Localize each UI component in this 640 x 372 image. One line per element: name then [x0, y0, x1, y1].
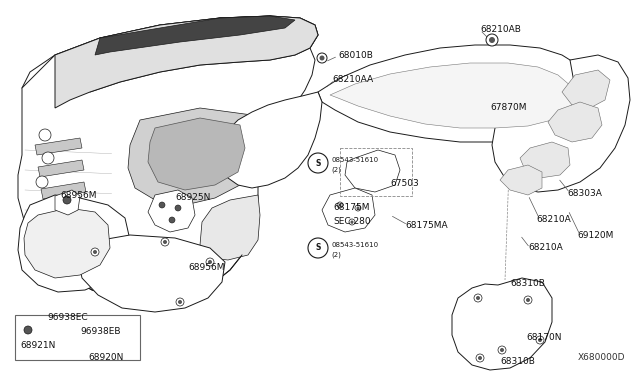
- Circle shape: [161, 238, 169, 246]
- Polygon shape: [148, 190, 195, 232]
- Text: S: S: [316, 158, 321, 167]
- Text: 67503: 67503: [390, 179, 419, 187]
- Circle shape: [317, 53, 327, 63]
- Polygon shape: [492, 55, 630, 192]
- Polygon shape: [562, 70, 610, 108]
- Text: 68956M: 68956M: [188, 263, 225, 273]
- Circle shape: [356, 206, 360, 209]
- Text: 68303A: 68303A: [567, 189, 602, 198]
- Polygon shape: [148, 118, 245, 190]
- Text: 68175MA: 68175MA: [405, 221, 447, 230]
- Text: SEC.280: SEC.280: [333, 217, 371, 225]
- Text: 68210AB: 68210AB: [480, 26, 521, 35]
- Text: 68956M: 68956M: [60, 190, 97, 199]
- Circle shape: [489, 37, 495, 43]
- Text: 96938EB: 96938EB: [80, 327, 120, 337]
- Polygon shape: [41, 182, 86, 199]
- Polygon shape: [95, 16, 295, 55]
- Circle shape: [42, 152, 54, 164]
- Circle shape: [208, 260, 212, 264]
- Circle shape: [349, 219, 355, 225]
- Text: 68921N: 68921N: [20, 340, 56, 350]
- Polygon shape: [200, 195, 260, 260]
- Polygon shape: [318, 45, 592, 142]
- Text: 68920N: 68920N: [88, 353, 124, 362]
- Text: 68175M: 68175M: [333, 203, 369, 212]
- Circle shape: [93, 250, 97, 254]
- Polygon shape: [548, 102, 602, 142]
- Circle shape: [498, 346, 506, 354]
- Circle shape: [536, 336, 544, 344]
- Circle shape: [355, 205, 361, 211]
- Text: 68310B: 68310B: [510, 279, 545, 288]
- Circle shape: [538, 338, 542, 342]
- Circle shape: [206, 258, 214, 266]
- Circle shape: [308, 153, 328, 173]
- Circle shape: [337, 202, 343, 208]
- Text: S: S: [316, 244, 321, 253]
- Circle shape: [159, 202, 165, 208]
- Text: 08543-51610: 08543-51610: [331, 242, 378, 248]
- Circle shape: [526, 298, 530, 302]
- Bar: [15, 315, 140, 360]
- Circle shape: [39, 129, 51, 141]
- Text: (2): (2): [331, 252, 341, 258]
- Polygon shape: [452, 278, 552, 370]
- Text: 68925N: 68925N: [175, 193, 211, 202]
- Circle shape: [308, 238, 328, 258]
- Text: 68310B: 68310B: [500, 357, 535, 366]
- Text: 68170N: 68170N: [526, 333, 561, 341]
- Text: 68210AA: 68210AA: [332, 76, 373, 84]
- Polygon shape: [78, 235, 225, 312]
- Text: 96938EC: 96938EC: [47, 314, 88, 323]
- Circle shape: [476, 354, 484, 362]
- Circle shape: [24, 326, 32, 334]
- Polygon shape: [500, 165, 542, 195]
- Bar: [340, 148, 412, 196]
- Circle shape: [339, 203, 342, 206]
- Circle shape: [351, 221, 353, 224]
- Circle shape: [169, 217, 175, 223]
- Circle shape: [63, 196, 71, 204]
- Circle shape: [178, 300, 182, 304]
- Polygon shape: [55, 190, 80, 215]
- Text: 68210A: 68210A: [528, 244, 563, 253]
- Circle shape: [500, 348, 504, 352]
- Circle shape: [524, 296, 532, 304]
- Circle shape: [163, 240, 167, 244]
- Polygon shape: [18, 48, 315, 300]
- Polygon shape: [220, 92, 322, 188]
- Polygon shape: [330, 63, 576, 128]
- Circle shape: [319, 55, 324, 61]
- Polygon shape: [95, 16, 295, 55]
- Circle shape: [478, 356, 482, 360]
- Text: 08543-51610: 08543-51610: [331, 157, 378, 163]
- Text: 69120M: 69120M: [577, 231, 613, 240]
- Text: (2): (2): [331, 167, 341, 173]
- Polygon shape: [44, 204, 88, 221]
- Circle shape: [36, 176, 48, 188]
- Polygon shape: [24, 208, 110, 278]
- Polygon shape: [520, 142, 570, 178]
- Text: 67870M: 67870M: [490, 103, 527, 112]
- Circle shape: [175, 205, 181, 211]
- Polygon shape: [38, 160, 84, 177]
- Polygon shape: [35, 138, 82, 155]
- Polygon shape: [55, 16, 318, 108]
- Circle shape: [91, 248, 99, 256]
- Circle shape: [476, 296, 480, 300]
- Polygon shape: [18, 195, 130, 292]
- Circle shape: [474, 294, 482, 302]
- Text: X680000D: X680000D: [577, 353, 625, 362]
- Circle shape: [176, 298, 184, 306]
- Text: 68210A: 68210A: [536, 215, 571, 224]
- Text: 68010B: 68010B: [338, 51, 373, 61]
- Polygon shape: [322, 188, 375, 232]
- Polygon shape: [55, 16, 318, 108]
- Polygon shape: [345, 150, 400, 192]
- Circle shape: [486, 34, 498, 46]
- Polygon shape: [128, 108, 258, 205]
